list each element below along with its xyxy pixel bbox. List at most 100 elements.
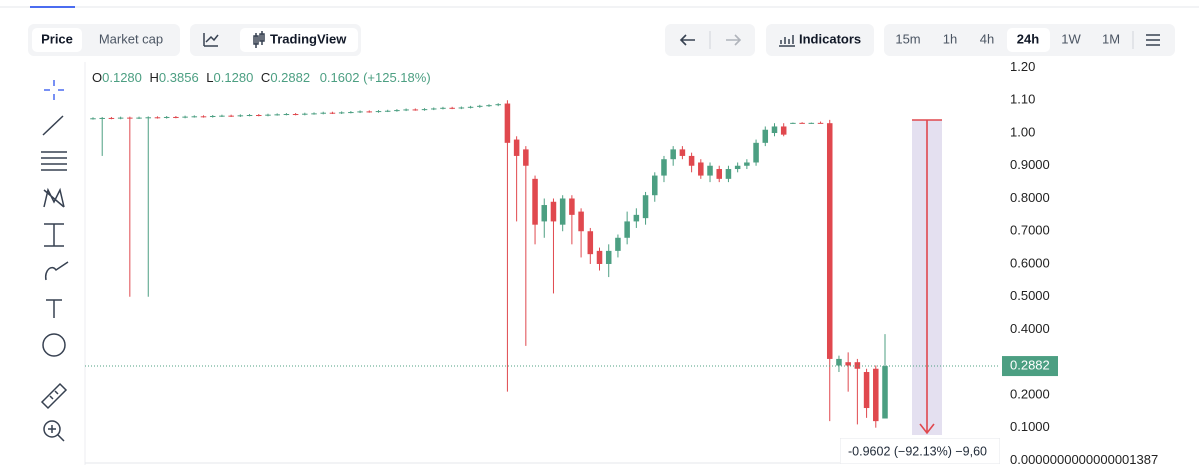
candle-body <box>440 107 446 109</box>
candle-body <box>863 372 870 409</box>
emoji-tool[interactable] <box>42 333 66 357</box>
candle-body <box>182 116 188 118</box>
y-tick-label: 1.20 <box>1010 59 1035 74</box>
ohlc-key: C <box>261 70 270 85</box>
candle-body <box>477 105 483 107</box>
timeframe[interactable]: 24h <box>1017 31 1039 46</box>
candle-body <box>808 122 815 124</box>
ohlc-legend: O0.1280 H0.3856 L0.1280 C0.2882 0.1602 (… <box>92 70 431 85</box>
candle-body <box>219 115 225 117</box>
y-tick-label: 0.7000 <box>1010 223 1050 238</box>
candle-body <box>504 103 511 143</box>
candle-body <box>550 201 557 222</box>
y-tick-label: 1.10 <box>1010 92 1035 107</box>
candle-body <box>338 112 345 114</box>
candle-body <box>661 159 667 176</box>
zoom-tool[interactable] <box>43 420 61 438</box>
price-chart: 1.20 1.10 1.00 0.9000 0.8000 0.7000 0.6000 0.50… <box>85 59 1158 467</box>
text-tool[interactable] <box>46 299 62 318</box>
candle-body <box>882 366 888 419</box>
candle-body <box>108 117 115 119</box>
drawing-tools <box>40 80 69 442</box>
candle-body <box>817 122 824 124</box>
candle-body <box>734 165 741 170</box>
candle-body <box>283 114 290 116</box>
candle-body <box>873 368 879 422</box>
y-tick-label: 0.0000000000000001387 <box>1010 452 1158 467</box>
settings-button[interactable] <box>1146 34 1160 46</box>
metric-tab[interactable]: Price <box>41 31 73 46</box>
timeframe[interactable]: 1h <box>943 31 957 46</box>
candle-body <box>117 117 124 119</box>
active-timeframe <box>1007 28 1050 52</box>
ohlc-value: 0.1280 <box>102 70 142 85</box>
trendline-tool[interactable] <box>42 115 64 136</box>
timeframe[interactable]: 15m <box>895 31 920 46</box>
candle-body <box>762 129 769 143</box>
y-tick-label: 0.8000 <box>1010 190 1050 205</box>
candle-body <box>698 162 704 176</box>
candle-body <box>274 114 280 116</box>
price-label: 0.2882 <box>1010 357 1050 372</box>
candle-body <box>173 116 179 118</box>
metric-tab[interactable]: Market cap <box>99 31 163 46</box>
candle-body <box>587 231 594 255</box>
candle-body <box>495 104 501 106</box>
price-label-bg <box>1002 356 1058 377</box>
candle-body <box>256 115 262 117</box>
indicators-label[interactable]: Indicators <box>799 31 861 46</box>
candle-body <box>403 109 409 111</box>
timeframe[interactable]: 1M <box>1102 31 1120 46</box>
candle-body <box>569 198 575 215</box>
candle-body <box>320 112 326 114</box>
candle-body <box>99 117 105 119</box>
ohlc-key: H <box>150 70 159 85</box>
ohlc-value: 0.2882 <box>270 70 310 85</box>
candle-body <box>384 110 391 112</box>
pattern-tool[interactable] <box>43 187 65 208</box>
brush-tool[interactable] <box>44 261 69 281</box>
candle-body <box>780 126 787 135</box>
indicators-icon <box>779 35 795 47</box>
candle-body <box>357 111 363 113</box>
active-tab <box>32 28 82 52</box>
active-tab <box>240 28 358 52</box>
candle-body <box>679 149 686 156</box>
candle-body <box>302 113 308 115</box>
candle-body <box>532 178 538 225</box>
undo-button[interactable] <box>679 34 695 46</box>
candle-body <box>200 116 207 118</box>
candle-body <box>652 175 658 196</box>
redo-button[interactable] <box>726 34 742 46</box>
ohlc-value: 0.1280 <box>214 70 254 85</box>
candle-body <box>329 112 336 114</box>
candle-body <box>513 139 520 156</box>
measure-tool[interactable] <box>44 223 64 247</box>
candle-body <box>412 109 419 111</box>
candle-body <box>716 169 722 179</box>
crosshair-tool[interactable] <box>44 80 64 100</box>
y-tick-label: 0.2000 <box>1010 386 1050 401</box>
indicators-button[interactable] <box>766 24 874 56</box>
candle-body <box>486 105 492 107</box>
candle-body <box>753 142 759 163</box>
fib-tool[interactable] <box>41 151 67 171</box>
timeframes: 15m 1h 4h 24h 1W 1M <box>895 31 1120 46</box>
ohlc-key: O <box>92 70 102 85</box>
zoom-tool-detail <box>48 425 65 442</box>
candle-body <box>191 116 198 118</box>
candle-body <box>523 149 529 166</box>
candle-body <box>458 107 465 109</box>
timeframe[interactable]: 1W <box>1061 31 1081 46</box>
candle-body <box>826 123 833 359</box>
candle-body <box>375 111 382 113</box>
chart-tab[interactable]: TradingView <box>270 31 347 46</box>
candle-body <box>348 112 354 114</box>
line-chart-button[interactable] <box>203 33 219 47</box>
timeframe[interactable]: 4h <box>980 31 994 46</box>
ruler-tool[interactable] <box>40 382 68 410</box>
candle-body <box>163 116 170 118</box>
candle-body <box>421 109 428 111</box>
